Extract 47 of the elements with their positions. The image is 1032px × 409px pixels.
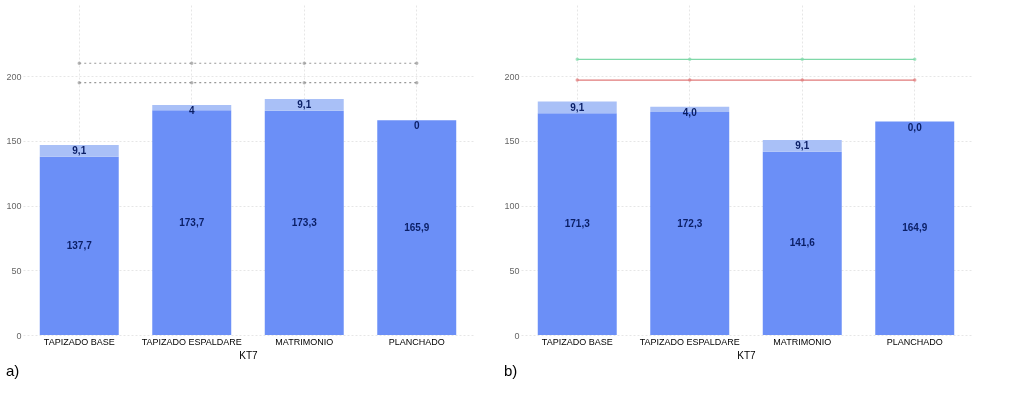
data-label: 172,3 <box>677 217 703 229</box>
y-tick-label: 50 <box>11 265 22 276</box>
x-axis-title: KT7 <box>239 349 259 361</box>
bar <box>537 113 617 335</box>
y-tick-label: 150 <box>6 136 22 147</box>
y-tick-label: 200 <box>504 71 520 82</box>
bar <box>377 120 457 335</box>
y-tick-label: 100 <box>504 201 520 212</box>
x-tick-label: PLANCHADO <box>388 336 445 347</box>
y-tick-label: 150 <box>504 136 520 147</box>
data-label: 0 <box>413 120 420 132</box>
data-label: 137,7 <box>66 239 93 251</box>
y-tick-label: 50 <box>509 265 520 276</box>
x-tick-label: MATRIMONIO <box>773 336 832 347</box>
bar <box>39 156 119 335</box>
data-label: 173,3 <box>291 216 318 228</box>
data-label: 141,6 <box>789 237 816 249</box>
y-tick-label: 100 <box>6 201 22 212</box>
data-label: 173,7 <box>179 216 205 228</box>
y-tick-label: 0 <box>514 330 520 341</box>
x-axis-title: KT7 <box>737 349 757 361</box>
data-label: 9,1 <box>570 101 585 113</box>
x-tick-label: TAPIZADO ESPALDARE <box>639 336 740 347</box>
bar <box>39 145 119 157</box>
y-tick-label: 0 <box>16 330 22 341</box>
bar <box>762 139 842 152</box>
data-label: 9,1 <box>297 98 312 110</box>
text: a) <box>5 362 20 379</box>
data-label: 0,0 <box>907 121 923 133</box>
bar <box>762 151 842 335</box>
data-label: 4,0 <box>682 106 698 118</box>
x-tick-label: PLANCHADO <box>886 336 943 347</box>
x-tick-label: TAPIZADO ESPALDARE <box>141 336 242 347</box>
bar <box>264 98 344 111</box>
x-tick-label: MATRIMONIO <box>275 336 334 347</box>
x-tick-label: TAPIZADO BASE <box>43 336 115 347</box>
x-tick-label: TAPIZADO BASE <box>541 336 613 347</box>
text: b) <box>503 362 518 379</box>
data-label: 4 <box>188 105 195 117</box>
data-label: 9,1 <box>795 139 810 151</box>
data-label: 164,9 <box>902 222 928 234</box>
bar <box>875 121 955 335</box>
data-label: 165,9 <box>404 221 430 233</box>
data-label: 171,3 <box>564 218 591 230</box>
data-label: 9,1 <box>72 145 87 157</box>
y-tick-label: 200 <box>6 71 22 82</box>
bar <box>264 110 344 335</box>
